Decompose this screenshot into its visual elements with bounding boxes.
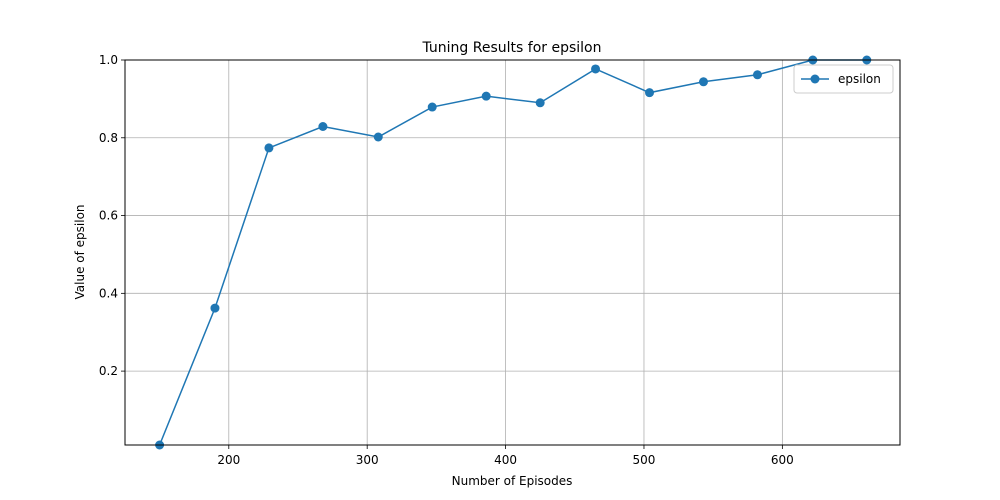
y-axis: 0.2 0.4 0.6 0.8 1.0 [99,53,125,378]
y-axis-label: Value of epsilon [73,204,87,299]
x-tick-label: 500 [633,453,656,467]
data-point [210,303,220,313]
series-line-epsilon [158,59,867,446]
data-point [264,143,274,153]
series-layer [155,55,872,450]
x-tick-label: 200 [217,453,240,467]
legend-entry-epsilon: epsilon [838,72,881,86]
data-point [535,98,545,108]
data-point [481,91,491,101]
data-point [427,102,437,112]
data-point [752,70,762,80]
x-tick-label: 300 [356,453,379,467]
y-tick-label: 0.6 [99,209,118,223]
chart-title: Tuning Results for epsilon [422,40,602,56]
legend: epsilon [793,64,894,94]
y-tick-label: 0.2 [99,364,118,378]
data-point [373,132,383,142]
x-axis: 200 300 400 500 600 [217,445,794,467]
y-tick-label: 0.4 [99,286,118,300]
legend-marker-swatch [810,74,820,84]
data-point [645,88,655,98]
x-tick-label: 600 [771,453,794,467]
x-axis-label: Number of Episodes [452,474,573,488]
y-tick-label: 0.8 [99,131,118,145]
grid-lines [125,59,900,445]
plot-frame [124,59,901,446]
y-tick-label: 1.0 [99,53,118,67]
data-point [318,122,328,131]
legend-box [793,64,894,94]
x-tick-label: 400 [494,453,517,467]
data-point [591,64,601,74]
data-point [698,77,708,87]
